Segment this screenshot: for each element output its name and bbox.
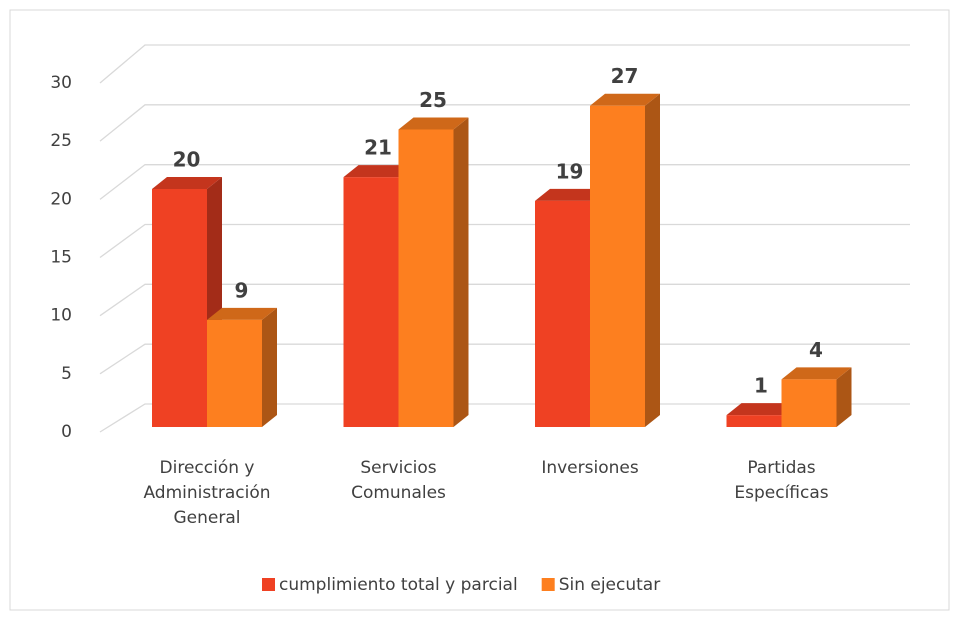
bar: [207, 307, 277, 427]
bar: [781, 367, 852, 427]
bar-front: [726, 415, 782, 427]
data-label: 4: [809, 338, 823, 362]
data-label: 19: [556, 159, 584, 183]
bar-top: [343, 165, 414, 178]
bar-top: [726, 403, 797, 416]
bar-top: [590, 93, 660, 106]
grid-line: [99, 104, 910, 142]
bar-top: [781, 367, 852, 380]
y-tick-label: 15: [50, 248, 72, 268]
bar-side: [836, 367, 852, 427]
data-label: 21: [364, 136, 392, 160]
bar-front: [781, 379, 837, 427]
data-label: 1: [754, 374, 768, 398]
legend-label: Sin ejecutar: [559, 575, 661, 595]
data-label: 25: [419, 88, 447, 112]
data-label: 20: [173, 148, 201, 172]
y-tick-label: 25: [50, 131, 72, 151]
bar-top: [207, 307, 277, 320]
y-tick-label: 5: [61, 364, 72, 384]
grid-line: [99, 44, 910, 84]
bar-front: [535, 200, 590, 427]
legend-swatch: [541, 578, 555, 591]
y-tick-label: 10: [50, 306, 72, 326]
bar-side: [262, 307, 277, 427]
x-tick-label: Dirección y Administración General: [143, 458, 271, 528]
data-label: 27: [611, 64, 639, 88]
x-tick-label: Servicios Comunales: [351, 458, 446, 503]
y-tick-label: 30: [50, 73, 72, 93]
x-tick-label: Inversiones: [541, 458, 639, 478]
bar-top: [398, 117, 469, 130]
data-label: 9: [235, 278, 249, 302]
bar-front: [207, 319, 262, 427]
legend-label: cumplimiento total y parcial: [279, 575, 518, 595]
bar: [590, 93, 660, 427]
bar-front: [398, 129, 454, 427]
x-tick-label: Partidas Específicas: [734, 458, 829, 503]
y-tick-label: 0: [61, 422, 72, 442]
bar-front: [152, 189, 207, 427]
bar-side: [453, 117, 469, 427]
chart-border: [9, 9, 950, 611]
legend-swatch: [262, 578, 275, 591]
bar-side: [645, 93, 660, 427]
bar: [398, 117, 469, 427]
y-tick-label: 20: [50, 189, 72, 209]
bar-top: [152, 177, 222, 189]
bar-front: [343, 177, 399, 427]
bar-top: [535, 188, 605, 201]
bar-front: [590, 105, 645, 427]
